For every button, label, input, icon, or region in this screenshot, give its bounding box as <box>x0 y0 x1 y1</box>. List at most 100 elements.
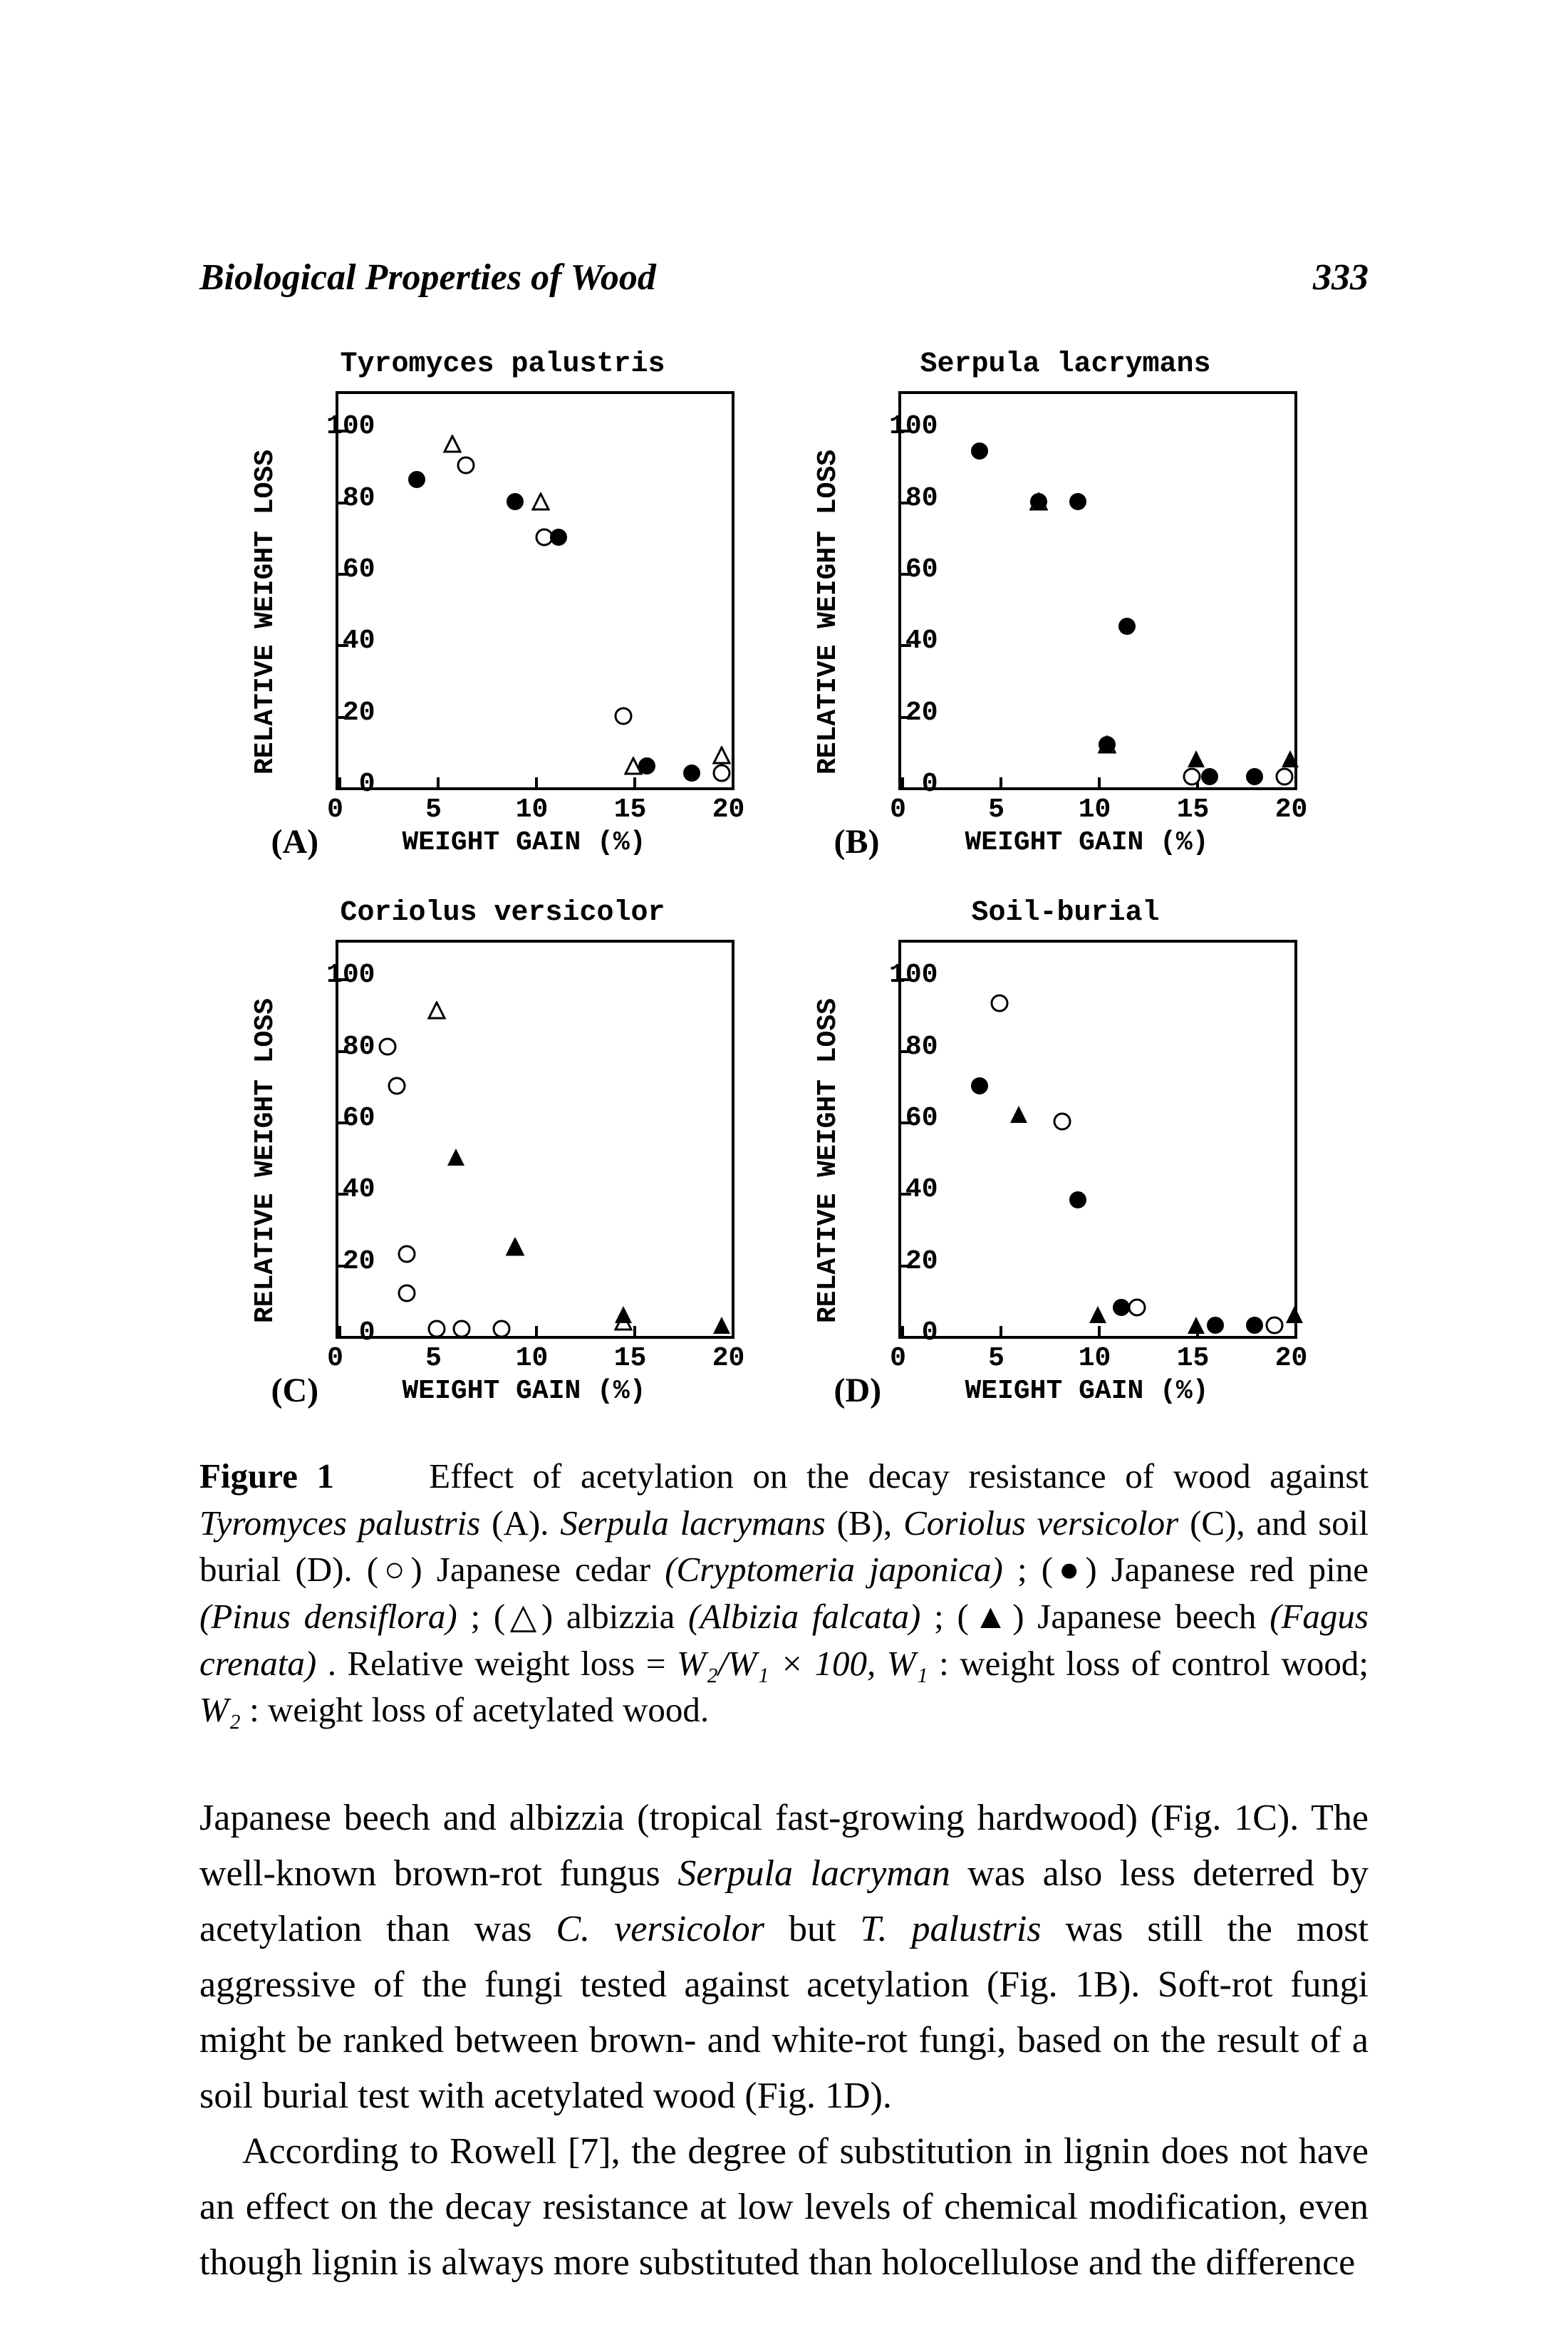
x-tick-label: 0 <box>877 1343 920 1374</box>
caption-species: (Pinus densiflora) <box>199 1597 457 1636</box>
x-axis-label: WEIGHT GAIN (%) <box>336 1376 713 1406</box>
running-head-left: Biological Properties of Wood <box>199 256 656 299</box>
y-tick-label: 80 <box>311 1032 375 1062</box>
plot-area <box>336 940 734 1339</box>
x-tick-label: 20 <box>707 1343 750 1374</box>
data-point-open-circle <box>492 1320 511 1338</box>
y-axis-label: RELATIVE WEIGHT LOSS <box>250 983 281 1339</box>
data-point-filled-circle <box>1245 1316 1264 1335</box>
x-tick-label: 10 <box>1074 794 1116 825</box>
data-point-filled-circle <box>1069 1191 1087 1209</box>
x-axis-label: WEIGHT GAIN (%) <box>336 827 713 858</box>
data-point-filled-circle <box>970 1077 989 1095</box>
data-point-open-circle <box>457 456 475 475</box>
y-tick-label: 60 <box>311 1103 375 1134</box>
data-point-filled-circle <box>1098 735 1116 754</box>
x-tick <box>437 777 440 787</box>
caption-text: : weight loss of control wood; <box>939 1644 1369 1683</box>
x-tick-label: 0 <box>877 794 920 825</box>
chart-panel-a: Tyromyces palustrisRELATIVE WEIGHT LOSS0… <box>222 348 784 876</box>
x-tick-label: 0 <box>314 1343 357 1374</box>
y-tick-label: 20 <box>874 698 938 728</box>
y-tick-label: 60 <box>311 554 375 585</box>
y-tick-label: 80 <box>874 1032 938 1062</box>
y-tick-label: 100 <box>311 411 375 442</box>
data-point-open-triangle <box>531 492 550 511</box>
x-tick-label: 5 <box>412 794 455 825</box>
caption-formula: W₂ <box>199 1690 241 1729</box>
x-tick <box>535 777 538 787</box>
data-point-filled-circle <box>549 528 568 546</box>
data-point-open-circle <box>1053 1112 1071 1131</box>
y-tick-label: 80 <box>311 483 375 514</box>
body-text: Japanese beech and albizzia (tropical fa… <box>199 1791 1369 2291</box>
data-point-open-triangle <box>712 746 731 765</box>
caption-text: Effect of acetylation on the decay resis… <box>429 1456 1369 1496</box>
data-point-filled-circle <box>638 757 656 775</box>
x-tick-label: 20 <box>1270 1343 1313 1374</box>
caption-text: ; (△) albizzia <box>470 1597 688 1636</box>
y-tick-label: 100 <box>874 411 938 442</box>
y-tick-label: 40 <box>311 626 375 656</box>
x-tick <box>633 777 636 787</box>
caption-text: (B), <box>837 1503 903 1543</box>
data-point-filled-triangle <box>614 1305 633 1324</box>
y-tick-label: 100 <box>311 960 375 990</box>
data-point-open-circle <box>452 1320 471 1338</box>
data-point-open-circle <box>1265 1316 1284 1335</box>
data-point-open-circle <box>388 1077 406 1095</box>
y-tick-label: 20 <box>874 1246 938 1277</box>
data-point-filled-circle <box>1069 492 1087 511</box>
data-point-open-circle <box>990 994 1009 1012</box>
plot-area <box>898 940 1297 1339</box>
x-tick-label: 20 <box>1270 794 1313 825</box>
data-point-filled-circle <box>682 764 701 782</box>
x-tick <box>1000 777 1002 787</box>
y-tick-label: 40 <box>874 1174 938 1205</box>
data-point-filled-circle <box>1029 492 1048 511</box>
data-point-open-circle <box>712 764 731 782</box>
figure-1: Tyromyces palustrisRELATIVE WEIGHT LOSS0… <box>222 348 1347 1424</box>
y-axis-label: RELATIVE WEIGHT LOSS <box>813 434 843 790</box>
y-tick-label: 60 <box>874 554 938 585</box>
x-tick-label: 15 <box>1172 794 1215 825</box>
y-tick-label: 20 <box>311 698 375 728</box>
x-tick-label: 15 <box>609 794 652 825</box>
data-point-open-circle <box>398 1245 416 1263</box>
data-point-filled-triangle <box>447 1148 465 1166</box>
y-axis-label: RELATIVE WEIGHT LOSS <box>813 983 843 1339</box>
caption-formula: W₂/W₁ × 100, W₁ <box>677 1644 928 1683</box>
y-tick-label: 80 <box>874 483 938 514</box>
x-axis-label: WEIGHT GAIN (%) <box>898 827 1276 858</box>
x-tick <box>1294 1326 1297 1336</box>
x-tick-label: 10 <box>511 1343 554 1374</box>
data-point-open-circle <box>1183 767 1201 786</box>
data-point-filled-circle <box>506 492 524 511</box>
data-point-filled-triangle <box>1009 1105 1028 1124</box>
caption-species: Tyromyces palustris <box>199 1503 480 1543</box>
plot-area <box>336 391 734 790</box>
chart-panel-d: Soil-burialRELATIVE WEIGHT LOSS020406080… <box>784 897 1347 1424</box>
caption-text: ; (▲) Japanese beech <box>934 1597 1270 1636</box>
data-point-filled-circle <box>1206 1316 1225 1335</box>
data-point-filled-circle <box>970 442 989 460</box>
body-paragraph-2: According to Rowell [7], the degree of s… <box>199 2131 1369 2283</box>
x-tick <box>1294 777 1297 787</box>
x-tick <box>1098 777 1101 787</box>
chart-title: Serpula lacrymans <box>784 348 1347 380</box>
data-point-filled-triangle <box>1281 750 1299 768</box>
figure-label: Figure 1 <box>199 1456 334 1496</box>
data-point-filled-circle <box>1245 767 1264 786</box>
caption-species: Coriolus versicolor <box>903 1503 1178 1543</box>
x-tick <box>732 1326 734 1336</box>
y-tick-label: 60 <box>874 1103 938 1134</box>
chart-panel-c: Coriolus versicolorRELATIVE WEIGHT LOSS0… <box>222 897 784 1424</box>
data-point-filled-circle <box>1118 617 1136 636</box>
data-point-filled-triangle <box>506 1238 524 1256</box>
data-point-filled-triangle <box>1187 1316 1205 1335</box>
plot-area <box>898 391 1297 790</box>
running-head: Biological Properties of Wood 333 <box>199 256 1369 299</box>
body-paragraph-1: but <box>789 1909 860 1949</box>
x-tick <box>732 777 734 787</box>
data-point-filled-circle <box>407 470 426 489</box>
